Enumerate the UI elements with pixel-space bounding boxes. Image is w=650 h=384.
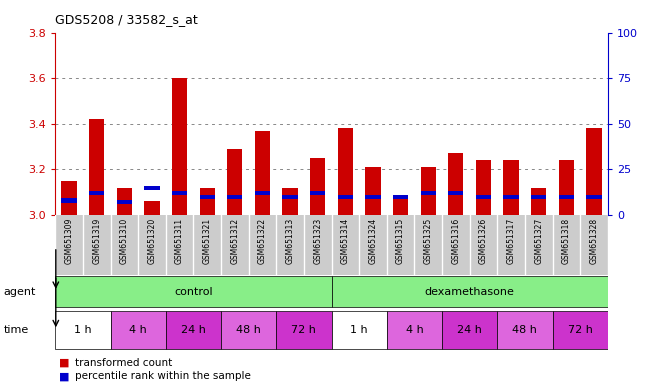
Text: GSM651313: GSM651313 — [285, 218, 294, 264]
Bar — [200, 195, 214, 199]
Text: GSM651309: GSM651309 — [64, 218, 73, 265]
Bar — [586, 195, 601, 199]
Text: percentile rank within the sample: percentile rank within the sample — [75, 371, 251, 381]
Bar — [310, 191, 325, 195]
Bar — [559, 195, 574, 199]
Bar — [393, 195, 408, 199]
Text: GSM651312: GSM651312 — [230, 218, 239, 264]
Bar — [448, 191, 463, 195]
Text: 1 h: 1 h — [350, 325, 368, 335]
Bar — [283, 188, 298, 215]
Text: 48 h: 48 h — [512, 325, 538, 335]
Bar — [166, 311, 221, 349]
Bar — [559, 160, 574, 215]
Text: 72 h: 72 h — [291, 325, 317, 335]
Bar — [144, 185, 159, 190]
Bar — [89, 191, 104, 195]
Bar — [448, 154, 463, 215]
Text: dexamethasone: dexamethasone — [424, 287, 515, 297]
Text: GSM651321: GSM651321 — [203, 218, 212, 264]
Text: 4 h: 4 h — [129, 325, 147, 335]
Bar — [111, 311, 166, 349]
Text: GSM651318: GSM651318 — [562, 218, 571, 264]
Bar — [365, 167, 380, 215]
Bar — [504, 195, 519, 199]
Bar — [117, 200, 132, 204]
Text: 4 h: 4 h — [406, 325, 423, 335]
Bar — [338, 195, 353, 199]
Text: control: control — [174, 287, 213, 297]
Bar — [221, 311, 276, 349]
Text: GSM651310: GSM651310 — [120, 218, 129, 264]
Bar — [393, 197, 408, 215]
Bar — [89, 119, 104, 215]
Bar — [62, 181, 77, 215]
Text: GSM651317: GSM651317 — [506, 218, 515, 264]
Text: GSM651319: GSM651319 — [92, 218, 101, 264]
Text: 48 h: 48 h — [236, 325, 261, 335]
Text: GSM651320: GSM651320 — [148, 218, 157, 264]
Bar — [387, 311, 442, 349]
Bar — [504, 160, 519, 215]
Bar — [421, 191, 436, 195]
Bar — [117, 188, 132, 215]
Text: GSM651323: GSM651323 — [313, 218, 322, 264]
Text: time: time — [3, 325, 29, 335]
Bar — [255, 131, 270, 215]
Bar — [442, 311, 497, 349]
Bar — [227, 149, 242, 215]
Bar — [255, 191, 270, 195]
Text: 24 h: 24 h — [457, 325, 482, 335]
Bar — [55, 311, 111, 349]
Bar — [172, 78, 187, 215]
Bar — [172, 191, 187, 195]
Bar — [332, 276, 608, 307]
Text: ■: ■ — [58, 358, 69, 368]
Text: GSM651316: GSM651316 — [451, 218, 460, 264]
Bar — [497, 311, 552, 349]
Bar — [421, 167, 436, 215]
Text: transformed count: transformed count — [75, 358, 172, 368]
Text: GSM651322: GSM651322 — [258, 218, 267, 264]
Text: GSM651326: GSM651326 — [479, 218, 488, 264]
Text: 1 h: 1 h — [74, 325, 92, 335]
Bar — [476, 195, 491, 199]
Bar — [144, 201, 159, 215]
Bar — [62, 199, 77, 202]
Bar — [310, 158, 325, 215]
Bar — [586, 128, 601, 215]
Bar — [338, 128, 353, 215]
Text: GDS5208 / 33582_s_at: GDS5208 / 33582_s_at — [55, 13, 198, 26]
Text: GSM651327: GSM651327 — [534, 218, 543, 264]
Bar — [276, 311, 332, 349]
Bar — [531, 195, 546, 199]
Bar — [531, 188, 546, 215]
Text: 24 h: 24 h — [181, 325, 206, 335]
Text: GSM651325: GSM651325 — [424, 218, 433, 264]
Bar — [200, 188, 214, 215]
Text: 72 h: 72 h — [567, 325, 593, 335]
Bar — [283, 195, 298, 199]
Bar — [332, 311, 387, 349]
Bar — [55, 276, 332, 307]
Bar — [552, 311, 608, 349]
Text: GSM651315: GSM651315 — [396, 218, 405, 264]
Text: GSM651314: GSM651314 — [341, 218, 350, 264]
Text: GSM651324: GSM651324 — [369, 218, 378, 264]
Text: GSM651328: GSM651328 — [590, 218, 599, 264]
Bar — [365, 195, 380, 199]
Bar — [227, 195, 242, 199]
Text: ■: ■ — [58, 371, 69, 381]
Text: GSM651311: GSM651311 — [175, 218, 184, 264]
Bar — [476, 160, 491, 215]
Text: agent: agent — [3, 287, 36, 297]
